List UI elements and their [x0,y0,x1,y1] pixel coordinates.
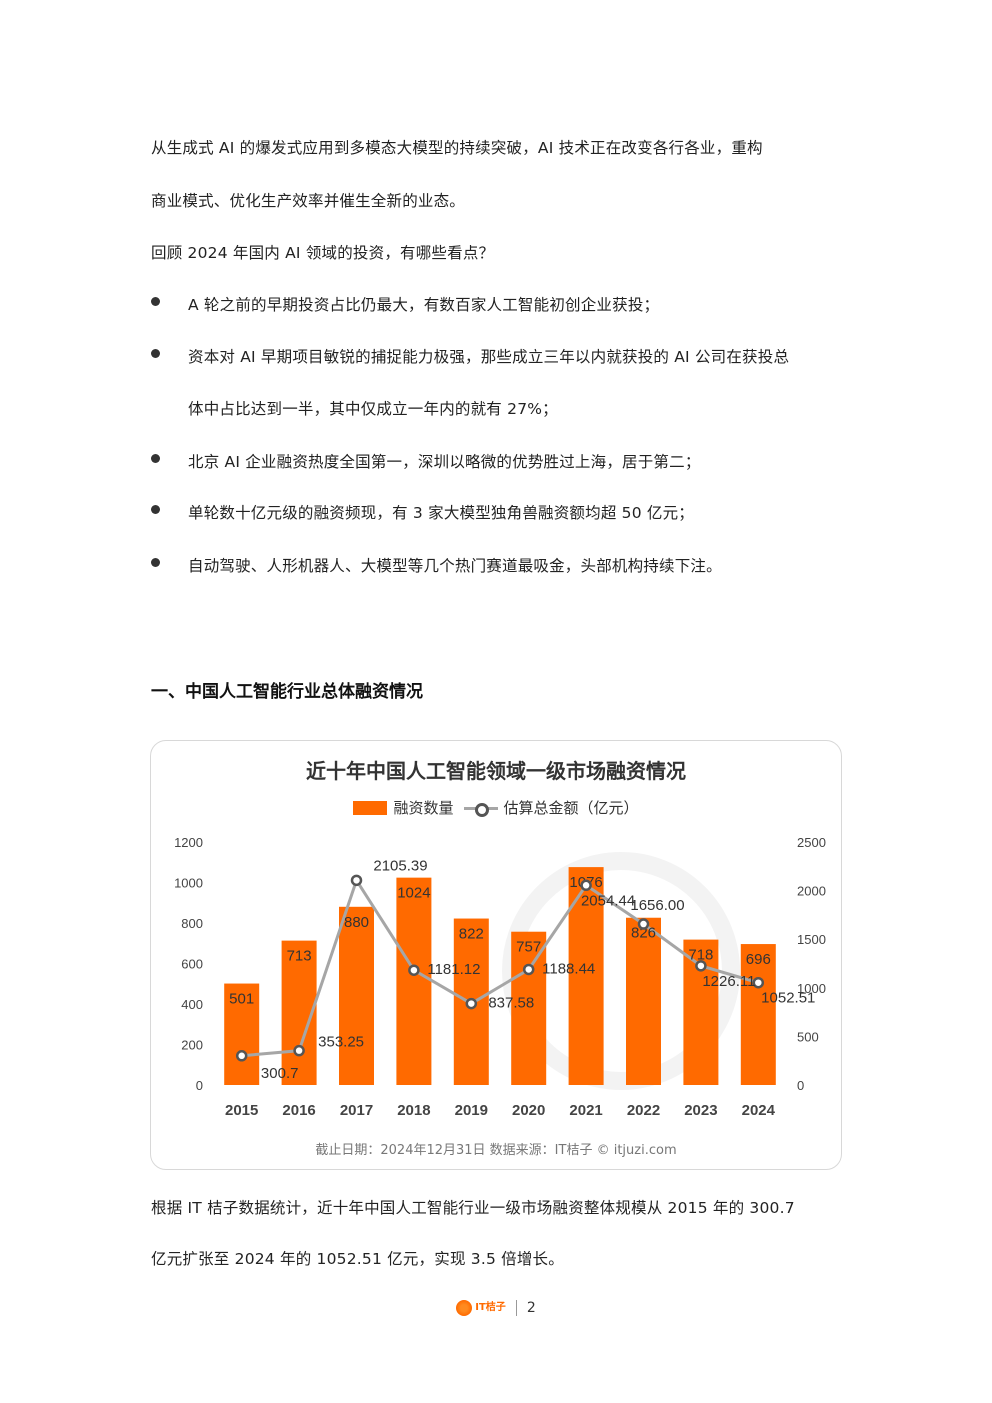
line-value-label: 1656.00 [630,897,684,914]
line-value-label: 2054.44 [581,892,635,909]
y-right-tick-label: 2000 [797,884,826,899]
bullet-dot [151,297,160,306]
bullet-item: 自动驾驶、人形机器人、大模型等几个热门赛道最吸金，头部机构持续下注。 [188,557,722,575]
x-tick-label: 2018 [397,1102,430,1119]
conclusion-line-1: 根据 IT 桔子数据统计，近十年中国人工智能行业一级市场融资整体规模从 2015… [151,1199,795,1217]
intro-line-1: 从生成式 AI 的爆发式应用到多模态大模型的持续突破，AI 技术正在改变各行各业… [151,139,763,157]
logo-text: IT桔子 [475,1302,506,1313]
intro-line-3: 回顾 2024 年国内 AI 领域的投资，有哪些看点？ [151,244,495,262]
y-left-tick-label: 1200 [174,835,203,850]
line-value-label: 1181.12 [427,961,480,978]
bar [626,917,661,1085]
bar-value-label: 757 [516,939,541,956]
legend-item-line: 估算总金额（亿元） [463,797,639,818]
legend-item-bar: 融资数量 [353,797,454,818]
x-tick-label: 2020 [512,1102,545,1119]
bar-value-label: 501 [229,991,254,1008]
line-series [241,876,759,1058]
line-value-label: 353.25 [318,1034,364,1051]
bar [396,877,432,1085]
bar-value-label: 826 [631,925,656,942]
line-value-label: 2105.39 [373,857,427,874]
bar-value-label: 822 [459,926,484,943]
bullet-dot [151,505,160,514]
x-tick-label: 2015 [225,1102,258,1119]
bar-value-label: 1024 [397,885,430,902]
orange-icon [456,1300,473,1316]
x-tick-label: 2022 [627,1102,660,1119]
bar [224,983,260,1085]
y-left-tick-label: 600 [181,957,203,972]
x-tick-label: 2016 [282,1102,315,1119]
y-left-tick-label: 1000 [174,876,203,891]
bar [511,931,547,1085]
bar [339,906,374,1085]
y-left-tick-label: 200 [181,1038,203,1053]
bullet-item: A 轮之前的早期投资占比仍最大，有数百家人工智能初创企业获投； [188,296,660,314]
bar-value-label: 713 [287,948,312,965]
x-tick-label: 2021 [569,1102,602,1119]
legend-line-label: 估算总金额（亿元） [503,799,639,817]
page-footer: IT桔子 2 [0,1300,992,1316]
bar [740,944,776,1085]
y-right-tick-label: 1000 [797,981,826,996]
line-value-label: 1052.51 [761,990,815,1007]
x-tick-label: 2019 [455,1102,488,1119]
x-tick-label: 2024 [742,1102,776,1119]
section-title: 一、中国人工智能行业总体融资情况 [151,682,423,702]
bullet-dot [151,454,160,463]
y-right-tick-label: 1500 [797,932,826,947]
y-left-tick-label: 800 [181,916,203,931]
chart-plot: 0 200 400 600 800 1000 1200 0 500 1000 1500 2000 250… [174,835,826,1119]
line-value-label: 1188.44 [542,960,595,977]
y-left-tick-label: 0 [196,1078,203,1093]
conclusion-line-2: 亿元扩张至 2024 年的 1052.51 亿元，实现 3.5 倍增长。 [151,1250,564,1268]
bullet-dot [151,349,160,358]
line-point [350,874,363,887]
line-point [522,963,535,976]
chart-legend: 融资数量 估算总金额（亿元） [151,797,841,818]
x-tick-label: 2023 [684,1102,717,1119]
chart-source-note: 截止日期：2024年12月31日 数据来源：IT桔子 © itjuzi.com [315,1143,677,1158]
line-point [408,964,420,976]
line-point [293,1044,305,1057]
line-point [235,1050,248,1062]
page-number: 2 [526,1300,536,1316]
y-left-tick-label: 400 [181,997,203,1012]
line-point [752,976,765,989]
intro-line-2: 商业模式、优化生产效率并催生全新的业态。 [151,192,466,210]
bullet-item-continuation: 体中占比达到一半，其中仅成立一年内的就有 27%； [188,400,558,418]
line-value-label: 300.7 [261,1065,299,1082]
bullet-item: 资本对 AI 早期项目敏锐的捕捉能力极强，那些成立三年以内就获投的 AI 公司在… [188,348,790,366]
line-point [695,960,707,972]
bullet-item: 北京 AI 企业融资热度全国第一，深圳以略微的优势胜过上海，居于第二； [188,453,701,471]
line-point [465,997,478,1010]
watermark-icon [502,852,740,1090]
x-tick-label: 2017 [340,1102,373,1119]
legend-line-swatch [463,801,498,817]
itjuzi-logo: IT桔子 [456,1300,506,1316]
line-value-label: 1226.11 [702,973,755,990]
bar-value-label: 696 [746,951,771,968]
line-point [580,879,592,892]
legend-bar-swatch [353,800,388,815]
chart-title: 近十年中国人工智能领域一级市场融资情况 [306,759,686,783]
line-value-label: 837.58 [488,995,534,1012]
bar-value-label: 718 [688,947,713,964]
line-point [637,918,650,930]
footer-divider [515,1300,517,1316]
y-right-tick-label: 2500 [797,835,826,850]
y-right-tick-label: 500 [797,1029,819,1044]
legend-bar-label: 融资数量 [393,799,454,817]
bullet-item: 单轮数十亿元级的融资频现，有 3 家大模型独角兽融资额均超 50 亿元； [188,504,694,522]
bar-value-label: 880 [344,914,369,931]
bullet-dot [151,558,160,567]
y-right-tick-label: 0 [797,1078,804,1093]
chart-card: 0 200 400 600 800 1000 1200 0 500 1000 1500 2000 250… [150,740,842,1170]
